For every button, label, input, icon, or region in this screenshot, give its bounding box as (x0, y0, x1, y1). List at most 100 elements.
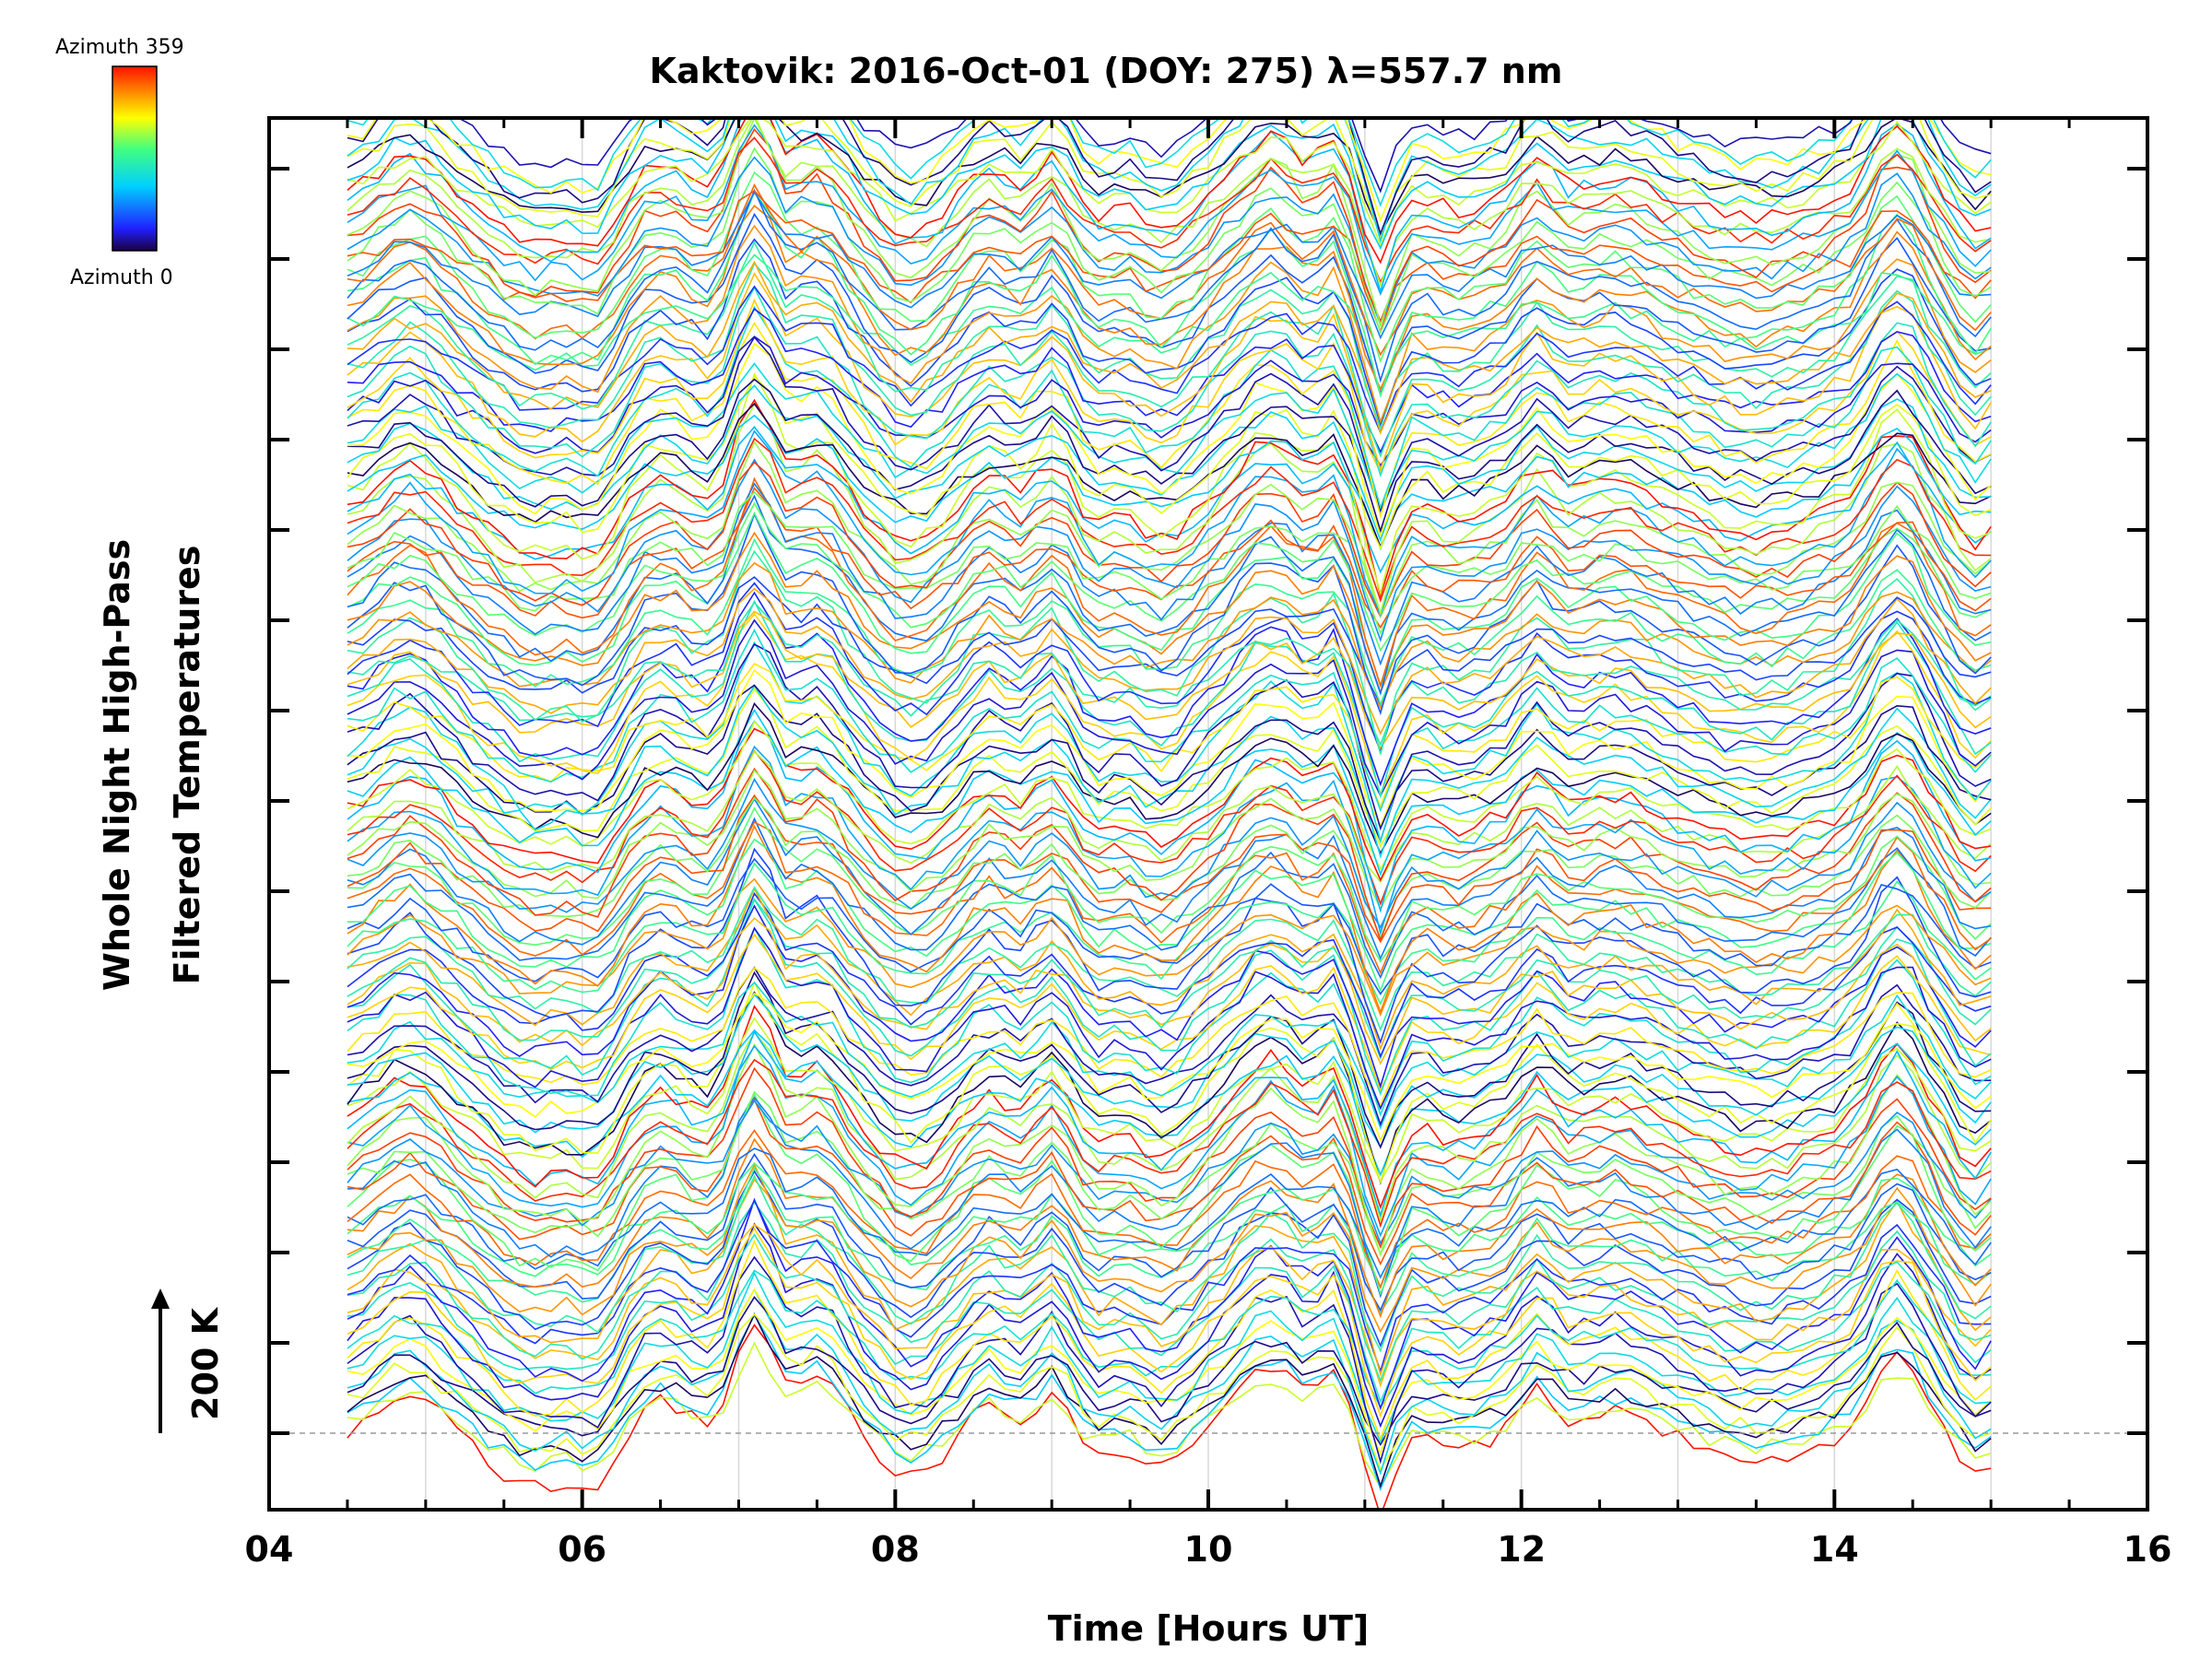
series-line (347, 458, 1992, 643)
series-line (347, 1288, 1992, 1476)
series-line (347, 576, 1992, 707)
series-line (347, 1137, 1992, 1319)
series-line (347, 1092, 1992, 1296)
scale-bar: 200 K (151, 1288, 226, 1433)
series-line (347, 212, 1992, 396)
series-line (347, 384, 1992, 543)
series-line (347, 437, 1992, 603)
series-line (347, 750, 1992, 884)
chart-title: Kaktovik: 2016-Oct-01 (DOY: 275) λ=557.7… (650, 51, 1563, 91)
series-line (347, 190, 1992, 340)
series-line (347, 118, 1992, 237)
series-line (347, 429, 1992, 618)
series-line (347, 403, 1992, 616)
series-line (347, 641, 1992, 844)
series-line (347, 745, 1992, 936)
series-line (347, 898, 1992, 1096)
series-line (347, 335, 1992, 512)
series-line (347, 591, 1992, 787)
series-line (347, 1098, 1992, 1266)
x-tick-labels: 04 06 08 10 12 14 16 (245, 1529, 2172, 1570)
series-line (347, 118, 1992, 194)
series-line (347, 749, 1992, 906)
series-line (347, 362, 1992, 515)
series-line (347, 663, 1992, 809)
series-line (347, 118, 1992, 244)
series-line (347, 806, 1992, 963)
series-line (347, 767, 1992, 943)
series-line (347, 1152, 1992, 1312)
series-line (347, 587, 1992, 735)
series-line (347, 891, 1992, 1059)
y-axis-ticks (269, 167, 2147, 1435)
y-axis-label-line1: Whole Night High-Pass (97, 539, 137, 991)
series-line (347, 371, 1992, 596)
series-line (347, 824, 1992, 1015)
series-line (347, 796, 1992, 940)
series-line (347, 378, 1992, 534)
series-line (347, 1162, 1992, 1288)
series-line (347, 618, 1992, 798)
series-line (347, 1201, 1992, 1383)
x-tick-label: 08 (871, 1529, 920, 1570)
series-line (347, 668, 1992, 829)
series-line (347, 1017, 1992, 1183)
series-line (347, 1163, 1992, 1334)
series-line (347, 224, 1992, 424)
series-line (347, 531, 1992, 695)
series-line (347, 1044, 1992, 1238)
series-line (347, 769, 1992, 911)
series-line (347, 501, 1992, 653)
series-line (347, 971, 1992, 1149)
series-line (347, 727, 1992, 882)
series-line (347, 643, 1992, 831)
series-line (347, 285, 1992, 435)
scale-arrow-head (151, 1288, 170, 1309)
colorbar-bottom-label: Azimuth 0 (70, 266, 173, 289)
series-line (347, 1227, 1992, 1418)
series-line (347, 118, 1992, 223)
series-line (347, 1090, 1992, 1257)
y-axis-label-2-wrap: Filtered Temperatures (167, 546, 207, 985)
series-line (347, 838, 1992, 993)
series-line (347, 817, 1992, 980)
series-line (347, 487, 1992, 629)
series-line (347, 684, 1992, 859)
series-line (347, 1239, 1992, 1441)
y-axis-label-1-wrap: Whole Night High-Pass (97, 539, 137, 991)
series-line (347, 1030, 1992, 1218)
series-line (347, 461, 1992, 619)
series-line (347, 190, 1992, 398)
scale-label-wrap: 200 K (185, 1306, 226, 1420)
series-line (347, 898, 1992, 1061)
x-tick-label: 06 (558, 1529, 606, 1570)
series-line (347, 904, 1992, 1089)
series-line (347, 482, 1992, 666)
series-line (347, 1255, 1992, 1465)
series-line (347, 1233, 1992, 1404)
series-line (347, 1058, 1992, 1229)
series-line (347, 992, 1992, 1143)
series-line (347, 1178, 1992, 1377)
series-line (347, 124, 1992, 297)
series-line (347, 118, 1992, 236)
series-line (347, 1312, 1992, 1489)
series-line (347, 426, 1992, 574)
series-line (347, 171, 1992, 364)
series-line (347, 183, 1992, 357)
y-axis-label-line2: Filtered Temperatures (167, 546, 207, 985)
series-line (347, 720, 1992, 913)
series-line (347, 512, 1992, 716)
series-line (347, 708, 1992, 877)
series-line (347, 118, 1992, 265)
series-line (347, 877, 1992, 1018)
series-line (347, 298, 1992, 475)
series-line (347, 512, 1992, 688)
series-line (347, 118, 1992, 251)
series-line (347, 797, 1992, 960)
series-line (347, 794, 1992, 944)
series-line (347, 118, 1992, 328)
series-line (347, 1170, 1992, 1348)
series-group (347, 118, 1992, 1510)
